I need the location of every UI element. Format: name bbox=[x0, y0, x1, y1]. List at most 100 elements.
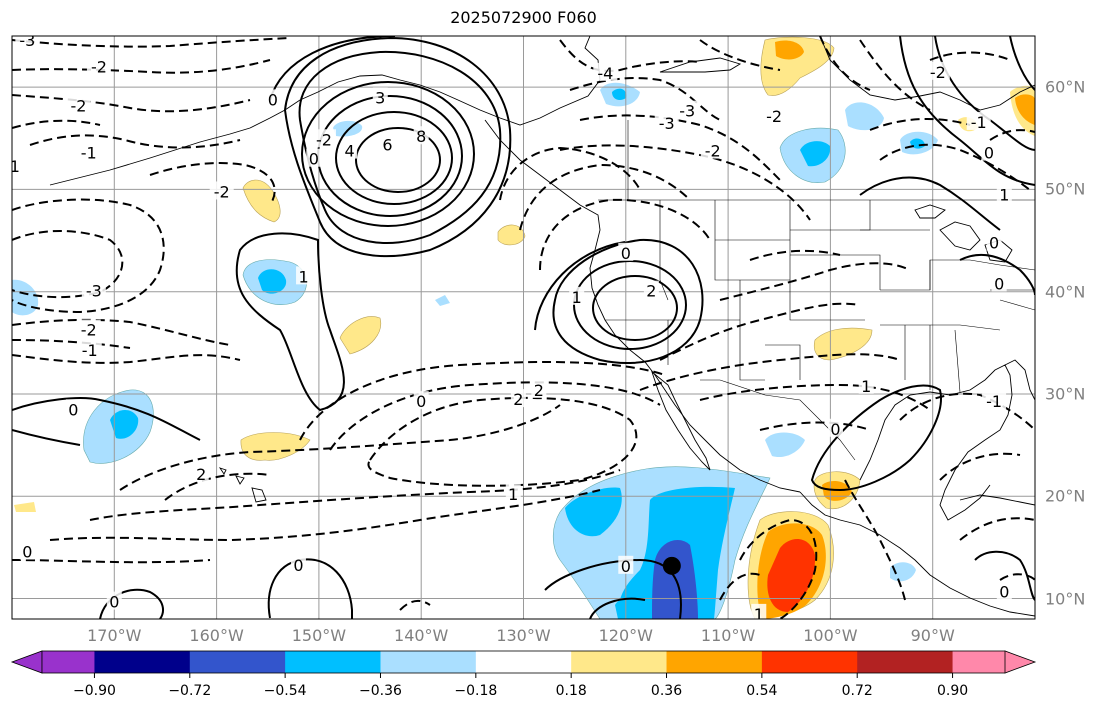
contour-label-bg bbox=[675, 100, 700, 119]
contour-label: 2 bbox=[534, 381, 544, 400]
contour-label: -1 bbox=[986, 392, 1002, 411]
contour-label: 2 bbox=[646, 282, 656, 301]
colorbar-segment bbox=[857, 651, 954, 673]
longitude-label: 130°W bbox=[496, 626, 551, 645]
contour-label-bg bbox=[593, 62, 618, 81]
contour-label-bg bbox=[86, 56, 111, 75]
contour-label: 2 bbox=[196, 465, 206, 484]
colorbar-tick-label: 0.90 bbox=[936, 683, 969, 699]
contour-label: 0 bbox=[621, 557, 631, 576]
colorbar-segment bbox=[475, 651, 572, 673]
colorbar-min-extension bbox=[10, 650, 43, 674]
colorbar-frame bbox=[41, 650, 1006, 674]
contour-label-bg bbox=[510, 389, 526, 408]
longitude-label: 170°W bbox=[87, 626, 142, 645]
colorbar-tick-label: 0.36 bbox=[650, 683, 683, 699]
colorbar-tick-label: −0.54 bbox=[263, 683, 307, 699]
chart-title: 2025072900 F060 bbox=[450, 8, 597, 27]
contour-label: -4 bbox=[597, 64, 613, 83]
contour-label: -2 bbox=[930, 63, 946, 82]
contour-label-bg bbox=[81, 280, 106, 299]
contour-label-bg bbox=[76, 319, 101, 338]
contour-label: 0 bbox=[268, 90, 278, 109]
contour-label-bg bbox=[762, 105, 787, 124]
colorbar-tick-label: −0.36 bbox=[359, 683, 402, 699]
contour-label-bg bbox=[966, 111, 991, 130]
contour-label-bg bbox=[986, 232, 1002, 251]
contour-label-bg bbox=[925, 61, 950, 80]
contour-label-bg bbox=[569, 286, 585, 305]
contour-label: 0 bbox=[309, 150, 319, 169]
contour-label-bg bbox=[12, 155, 24, 174]
contour-label-bg bbox=[991, 273, 1007, 292]
contour-label: 0 bbox=[830, 420, 840, 439]
contour-label-bg bbox=[15, 36, 40, 49]
colorbar bbox=[10, 650, 1037, 678]
markers bbox=[662, 556, 681, 575]
longitude-label: 120°W bbox=[598, 626, 653, 645]
contour-label-bg bbox=[265, 89, 281, 108]
contour-label: -1 bbox=[82, 341, 98, 360]
contour-label-bg bbox=[505, 484, 521, 503]
colorbar-segment bbox=[94, 651, 191, 673]
latitude-label: 20°N bbox=[1045, 486, 1086, 506]
contour-label-bg bbox=[996, 184, 1012, 203]
contour-label-bg bbox=[700, 140, 725, 159]
contour-label: -2 bbox=[71, 97, 87, 116]
latitude-label: 60°N bbox=[1045, 77, 1086, 97]
longitude-label: 90°W bbox=[910, 626, 955, 645]
contour-label-bg bbox=[193, 463, 209, 482]
colorbar-tick-label: 0.18 bbox=[555, 683, 587, 699]
contour-label: 0 bbox=[989, 234, 999, 253]
contour-label: 0 bbox=[984, 144, 994, 163]
colorbar-segment bbox=[380, 651, 477, 673]
contour-label: -1 bbox=[971, 113, 987, 132]
colorbar-segment bbox=[571, 651, 668, 673]
contour-label-bg bbox=[643, 280, 659, 299]
longitude-label: 140°W bbox=[394, 626, 449, 645]
contour-label: 0 bbox=[68, 400, 78, 419]
contour-label-bg bbox=[209, 181, 234, 200]
contour-label: -1 bbox=[81, 144, 97, 163]
contour-label: 0 bbox=[22, 542, 32, 561]
colorbar-segment bbox=[42, 651, 95, 673]
colorbar-segment bbox=[761, 651, 858, 673]
contour-label-bg bbox=[982, 391, 1007, 410]
contour-label: 1 bbox=[999, 186, 1009, 205]
contour-label-bg bbox=[66, 95, 91, 114]
longitude-label: 160°W bbox=[189, 626, 244, 645]
contour-label: 0 bbox=[621, 244, 631, 263]
contour-label-bg bbox=[306, 148, 322, 167]
contour-label: 0 bbox=[994, 275, 1004, 294]
contour-label-bg bbox=[77, 340, 102, 359]
contour-label: -3 bbox=[86, 282, 102, 301]
contour-label-bg bbox=[618, 555, 634, 574]
contour-label: -2 bbox=[766, 107, 782, 126]
colorbar-segment bbox=[189, 651, 286, 673]
colorbar-tick-label: −0.72 bbox=[168, 683, 212, 699]
contour-label: 0 bbox=[293, 556, 303, 575]
political-borders bbox=[598, 120, 1035, 461]
contour-label: 1 bbox=[754, 605, 764, 624]
latitude-label: 40°N bbox=[1045, 282, 1086, 302]
contour-label-bg bbox=[996, 581, 1012, 600]
shaded-anomaly-field bbox=[12, 36, 1035, 619]
contour-label-bg bbox=[312, 129, 337, 148]
contour-label: -2 bbox=[705, 142, 721, 161]
contour-label-bg bbox=[372, 87, 388, 106]
colorbar-segment bbox=[952, 651, 1006, 673]
contour-label: 3 bbox=[375, 88, 385, 107]
contour-label-bg bbox=[413, 126, 429, 145]
latitude-label: 50°N bbox=[1045, 179, 1086, 199]
contour-label: -3 bbox=[19, 31, 35, 50]
contour-label-bg bbox=[379, 134, 395, 153]
contour-label: -3 bbox=[659, 114, 675, 133]
contour-label: 0 bbox=[109, 593, 119, 612]
negative-contour-lines bbox=[12, 36, 1035, 619]
contour-label: 0 bbox=[999, 582, 1009, 601]
contour-label: 1 bbox=[298, 267, 308, 286]
contour-label: -2 bbox=[316, 130, 332, 149]
contour-label-bg bbox=[106, 591, 122, 610]
contour-label-bg bbox=[981, 142, 997, 161]
